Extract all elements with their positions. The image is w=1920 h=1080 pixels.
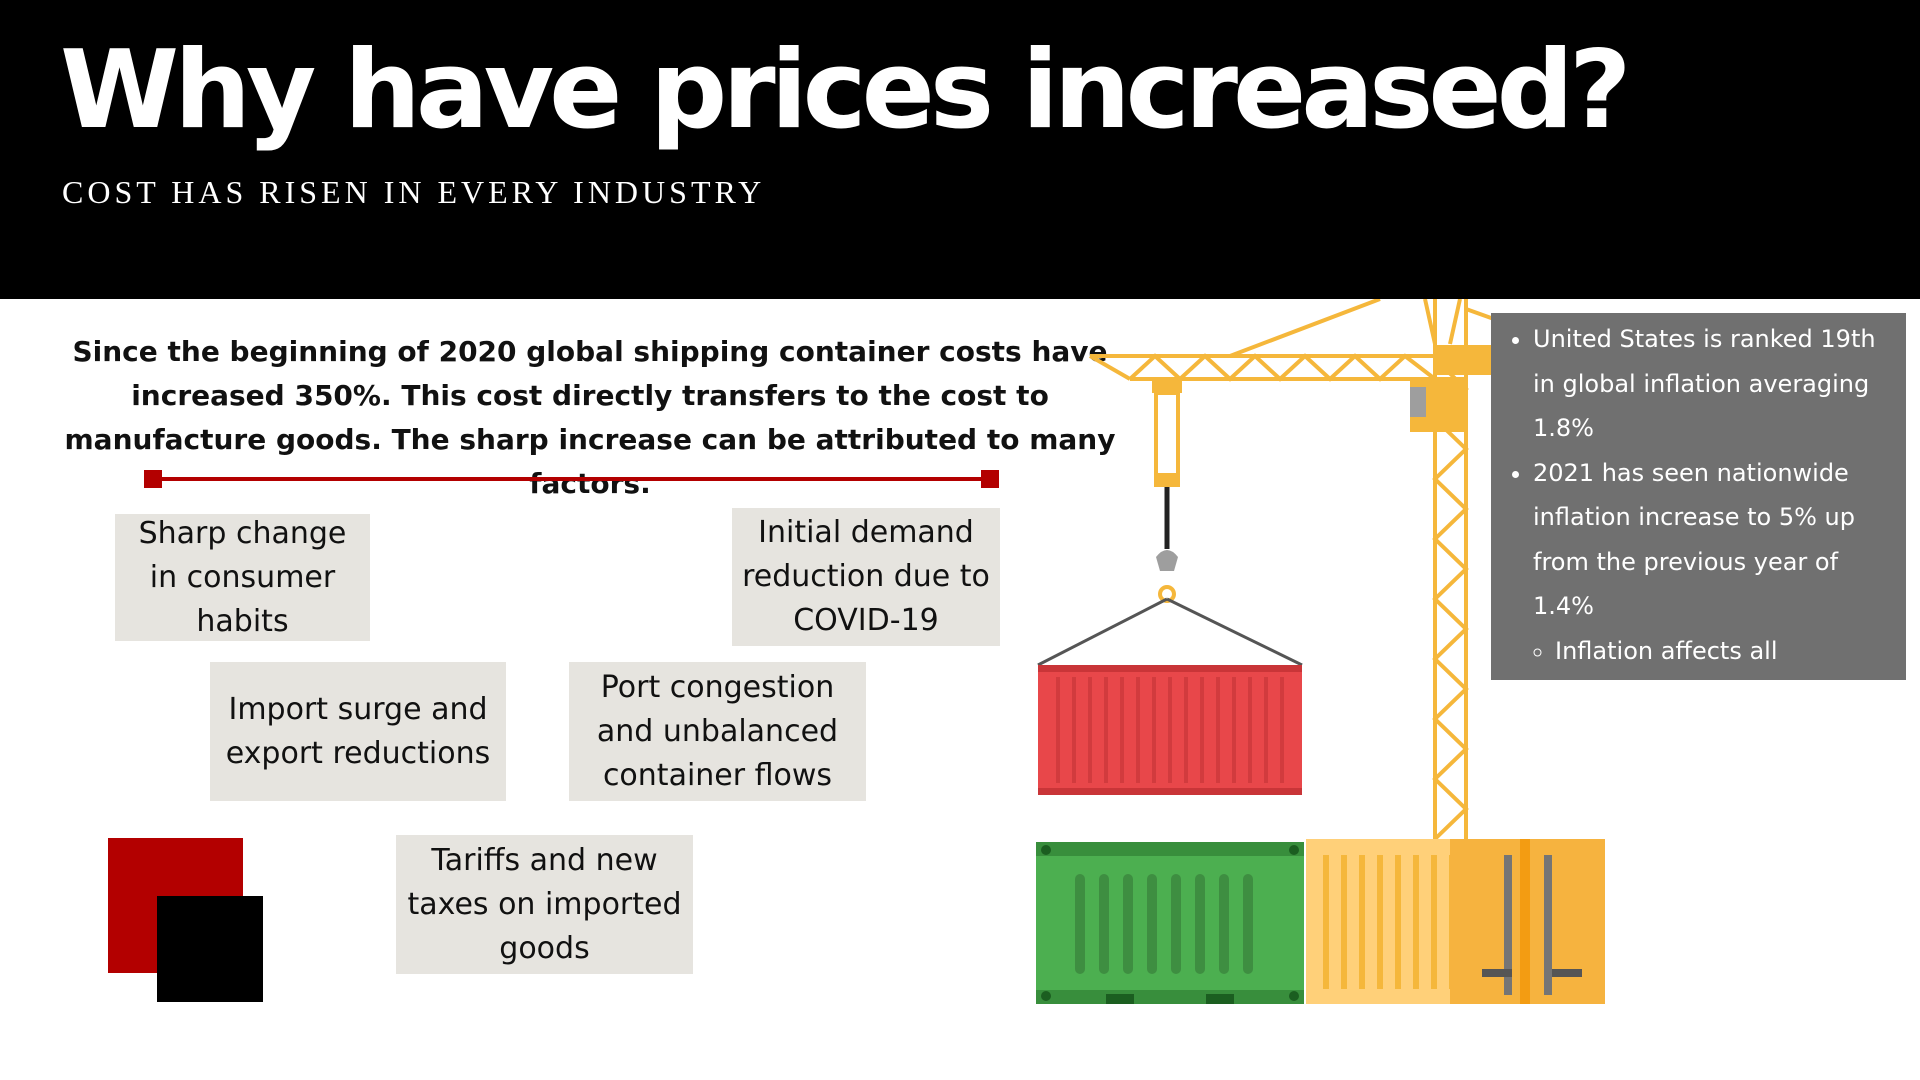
- hoist-frame: [1154, 391, 1180, 477]
- bullet-item: United States is ranked 19th in global i…: [1533, 317, 1902, 451]
- hook-block: [1156, 550, 1178, 571]
- page-subtitle: COST HAS RISEN IN EVERY INDUSTRY: [62, 174, 766, 210]
- orange-container-door: [1450, 839, 1605, 1004]
- header-banner: Why have prices increased? COST HAS RISE…: [0, 0, 1920, 299]
- crane-container-illustration: [1036, 299, 1605, 1004]
- factor-box-tariffs: Tariffs and new taxes on imported goods: [396, 835, 693, 974]
- red-divider-line: [144, 468, 999, 490]
- crane-cab-window: [1410, 387, 1426, 417]
- factor-box-import-surge: Import surge and export reductions: [210, 662, 506, 801]
- factor-box-covid-demand: Initial demand reduction due to COVID-19: [732, 508, 1000, 646]
- sling-right: [1166, 597, 1303, 667]
- red-container: [1038, 665, 1302, 795]
- factor-box-port-congestion: Port congestion and unbalanced container…: [569, 662, 866, 801]
- divider-cap-right: [981, 470, 999, 488]
- inflation-info-panel: United States is ranked 19th in global i…: [1491, 313, 1906, 754]
- crane-trolley: [1152, 381, 1182, 393]
- sling-left: [1037, 597, 1168, 667]
- page-title: Why have prices increased?: [60, 28, 1632, 153]
- divider-bar: [154, 477, 989, 481]
- crane-cab-top: [1435, 345, 1493, 375]
- sub-bullet-item: Inflation affects all industries and cau…: [1555, 629, 1902, 763]
- crane-jib: [1089, 299, 1551, 382]
- bullet-item-text: 2021 has seen nationwide inflation incre…: [1533, 458, 1855, 621]
- light-orange-container: [1306, 839, 1466, 1004]
- divider-cap-left: [144, 470, 162, 488]
- intro-paragraph: Since the beginning of 2020 global shipp…: [64, 335, 1116, 500]
- decorative-black-square: [157, 896, 263, 1002]
- hoist-block: [1154, 473, 1180, 487]
- bullet-item: 2021 has seen nationwide inflation incre…: [1533, 451, 1902, 763]
- green-container: [1036, 842, 1304, 1004]
- hook-icon: [1158, 585, 1176, 603]
- factor-box-consumer-habits: Sharp change in consumer habits: [115, 514, 370, 641]
